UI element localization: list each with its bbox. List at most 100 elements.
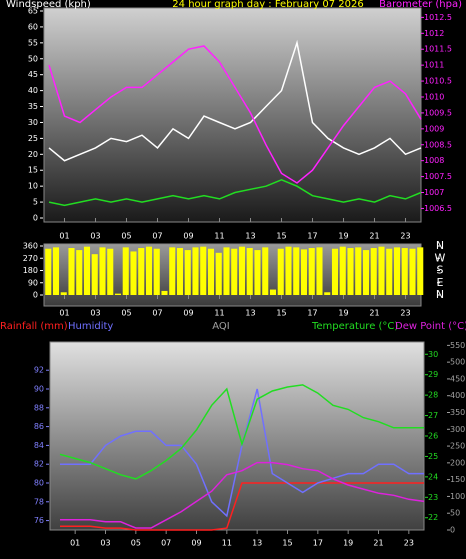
bar <box>285 246 292 295</box>
y3-tick-label: 0 <box>450 526 455 535</box>
x-tick-label: 11 <box>214 232 224 241</box>
y2-tick-label: 30 <box>428 350 438 359</box>
y3-axis-label: AQI <box>212 321 230 332</box>
y-tick-label: 10 <box>28 182 38 191</box>
x-tick-label: 13 <box>245 232 255 241</box>
y2-tick-label: 27 <box>428 411 438 420</box>
x-tick-label: 01 <box>59 309 69 318</box>
x-tick-label: 07 <box>161 539 171 548</box>
y3-tick-label: 400 <box>450 391 465 400</box>
x-tick-label: 15 <box>276 309 286 318</box>
y2-tick-label: E <box>437 276 444 289</box>
y-tick-label: 30 <box>28 118 38 127</box>
y2-tick-label: 1009 <box>424 124 444 133</box>
y-tick-label: 180 <box>23 266 38 275</box>
y-tick-label: 0 <box>33 291 38 300</box>
y2-tick-label: 23 <box>428 493 438 502</box>
plot-area <box>49 341 425 531</box>
bar <box>83 246 91 295</box>
y2-tick-label: 29 <box>428 370 438 379</box>
bar <box>60 292 67 295</box>
bar <box>355 247 362 295</box>
y-tick-label: 78 <box>34 497 44 506</box>
x-tick-label: 21 <box>373 539 383 548</box>
bar <box>362 250 370 295</box>
y-tick-label: 90 <box>28 278 38 287</box>
bar <box>76 250 83 295</box>
y-tick-label: 45 <box>28 70 38 79</box>
x-tick-label: 11 <box>222 539 232 548</box>
y2-tick-label: 25 <box>428 452 438 461</box>
bar <box>91 254 98 295</box>
y3-tick-label: 50 <box>450 509 460 518</box>
bar <box>401 248 408 295</box>
bar <box>293 247 300 295</box>
y-tick-label: 60 <box>28 22 38 31</box>
y2-tick-label: 1011.5 <box>424 45 452 54</box>
x-tick-label: 15 <box>276 232 286 241</box>
x-tick-label: 23 <box>400 232 410 241</box>
y2-tick-label: 24 <box>428 472 438 481</box>
series-line <box>59 384 424 480</box>
x-tick-label: 03 <box>90 309 100 318</box>
x-tick-label: 09 <box>191 539 201 548</box>
x-tick-label: 05 <box>131 539 141 548</box>
x-tick-label: 23 <box>404 539 414 548</box>
legend-label: Humidity <box>68 321 113 332</box>
bar <box>68 248 75 295</box>
bar <box>176 248 184 295</box>
bar <box>207 248 215 295</box>
y2-tick-label: 1011 <box>424 61 444 70</box>
y-tick-label: 65 <box>28 7 38 16</box>
bar <box>277 248 284 295</box>
y2-tick-label: 28 <box>428 391 438 400</box>
y-tick-label: 76 <box>34 516 44 525</box>
x-tick-label: 13 <box>252 539 262 548</box>
bar <box>99 247 106 295</box>
bar <box>331 248 339 295</box>
bar <box>409 248 416 295</box>
y2-tick-label: 26 <box>428 432 438 441</box>
y-tick-label: 360 <box>23 242 38 251</box>
series-line <box>48 39 422 162</box>
y2-tick-label: 1012 <box>424 29 444 38</box>
x-tick-label: 09 <box>183 232 193 241</box>
bar <box>130 251 137 295</box>
y2-tick-label: S <box>437 264 444 277</box>
bar <box>45 248 52 295</box>
y2-tick-label: 1009.5 <box>424 108 452 117</box>
bar <box>308 248 315 295</box>
x-tick-label: 17 <box>307 232 317 241</box>
y-tick-label: 55 <box>28 38 38 47</box>
y3-tick-label: 550 <box>450 341 465 350</box>
bar <box>324 292 331 295</box>
x-tick-label: 11 <box>214 309 224 318</box>
bar <box>231 248 238 295</box>
y3-tick-label: 300 <box>450 425 465 434</box>
bar <box>215 252 222 295</box>
legend-label: Rainfall (mm) <box>0 321 68 332</box>
y3-tick-label: 100 <box>450 492 465 501</box>
bar <box>316 247 323 295</box>
x-tick-label: 13 <box>245 309 255 318</box>
x-tick-label: 23 <box>400 309 410 318</box>
bar <box>138 248 145 295</box>
y2-tick-label: 1008.5 <box>424 140 452 149</box>
bar <box>370 248 377 295</box>
chart-title: 24 hour graph day : February 07 2026 <box>172 0 363 10</box>
legend-label: Temperature (°C) <box>311 321 398 332</box>
y2-tick-label: 1008 <box>424 156 444 165</box>
bar <box>192 247 199 295</box>
y-tick-label: 86 <box>34 422 44 431</box>
bar <box>254 250 261 295</box>
y-tick-label: 50 <box>28 54 38 63</box>
bar <box>184 250 191 295</box>
bar <box>161 290 168 295</box>
series-line <box>48 178 422 207</box>
y-tick-label: 35 <box>28 102 38 111</box>
bar <box>417 247 424 295</box>
bar <box>246 248 253 295</box>
bar <box>114 293 122 295</box>
bar <box>52 247 60 295</box>
y-tick-label: 90 <box>34 385 44 394</box>
